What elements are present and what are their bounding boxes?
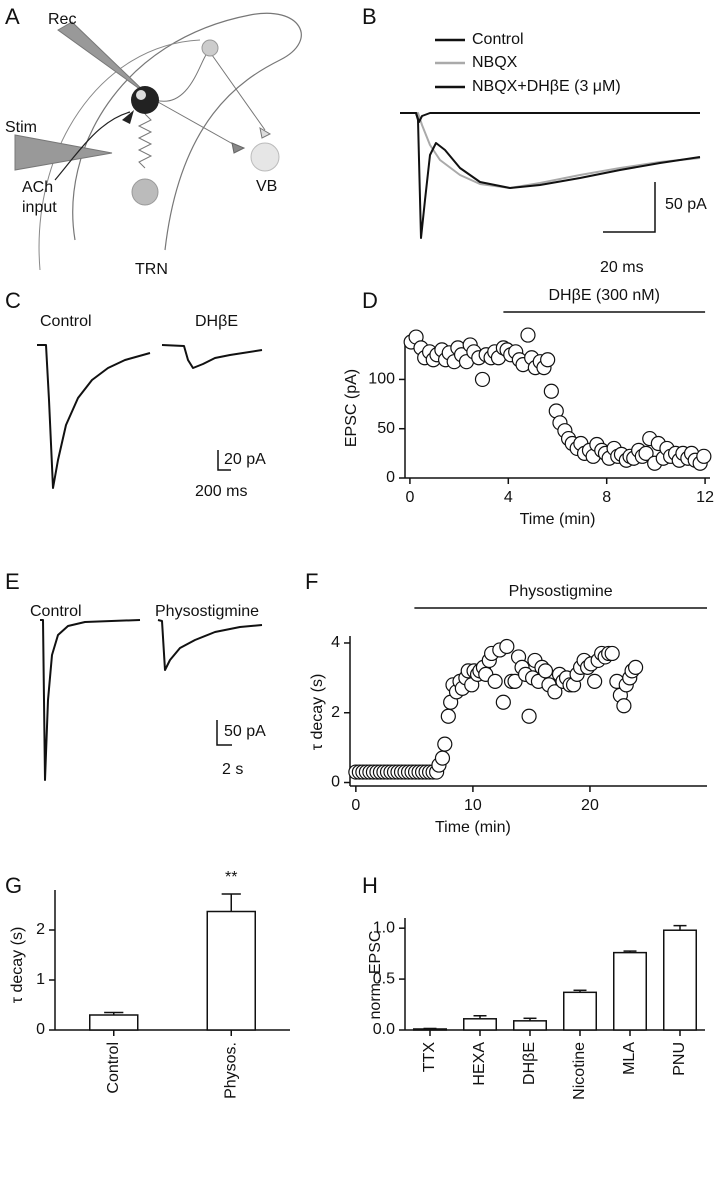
bar (89, 1014, 139, 1031)
trace-label: Physostigmine (155, 603, 259, 620)
panel-letter: H (362, 873, 378, 898)
y-tick-label: 4 (331, 634, 340, 651)
point (474, 371, 491, 388)
trace-label: DHβE (195, 313, 238, 330)
legend-label: NBQX (472, 54, 518, 71)
x-tick-label: DHβE (521, 1042, 538, 1085)
trace-label: Control (30, 603, 82, 620)
trace-label: Control (40, 313, 92, 330)
point (627, 659, 644, 675)
panel-letter: A (5, 4, 20, 29)
label: TRN (135, 261, 168, 278)
x-tick-label: 0 (351, 797, 360, 814)
point (495, 694, 511, 710)
x-tick-label: TTX (421, 1042, 438, 1073)
point (487, 673, 503, 689)
label: Stim (5, 119, 37, 136)
point (604, 645, 620, 662)
point (507, 673, 523, 689)
panel-letter: C (5, 288, 21, 313)
diagram: A Rec Stim ACh input VB TRN (5, 4, 302, 278)
scale-label: 50 pA (665, 196, 707, 213)
bar (206, 910, 256, 1031)
panel-letter: E (5, 569, 20, 594)
y-tick-label: 0.5 (373, 970, 395, 987)
point (638, 445, 654, 461)
bar (413, 1028, 447, 1031)
y-tick-label: 2 (331, 704, 340, 721)
x-tick-label: HEXA (471, 1042, 488, 1086)
y-axis-label: τ decay (s) (9, 927, 26, 1004)
significance: ** (225, 869, 237, 886)
point (543, 383, 559, 399)
y-axis-label: τ decay (s) (309, 674, 326, 751)
x-tick-label: Nicotine (571, 1042, 588, 1100)
scale-label: 20 pA (224, 451, 266, 468)
label: input (22, 199, 57, 216)
y-axis-label: EPSC (pA) (343, 369, 360, 447)
x-tick-label: 20 (581, 797, 599, 814)
trace-panel: B Control NBQX NBQX+DHβE (3 μM) 50 pA 20… (362, 4, 707, 276)
panel-letter: F (305, 569, 318, 594)
trace-panel: E Control Physostigmine 50 pA 2 s (5, 569, 266, 781)
bar (513, 1020, 547, 1031)
scale-label: 50 pA (224, 723, 266, 740)
y-tick-label: 1.0 (373, 919, 395, 936)
x-tick-label: PNU (671, 1042, 688, 1076)
x-axis-label: Time (min) (520, 511, 596, 528)
annotation: Physostigmine (509, 583, 613, 600)
point (537, 663, 554, 679)
point (540, 352, 556, 368)
point (440, 708, 456, 724)
bar (563, 991, 597, 1031)
label: ACh (22, 179, 53, 196)
y-tick-label: 0 (36, 1021, 45, 1038)
panel-letter: G (5, 873, 22, 898)
panel-letter: D (362, 288, 378, 313)
label: Rec (48, 11, 76, 28)
y-tick-label: 2 (36, 921, 45, 938)
point (437, 736, 453, 752)
point (499, 638, 515, 655)
x-tick-label: 4 (504, 489, 513, 506)
bar (463, 1018, 497, 1031)
annotation: DHβE (300 nM) (549, 287, 660, 304)
scale-label: 2 s (222, 761, 243, 778)
bar (663, 929, 697, 1031)
y-tick-label: 0.0 (373, 1021, 395, 1038)
panel-letter: B (362, 4, 377, 29)
point (521, 708, 537, 724)
scale-label: 200 ms (195, 483, 247, 500)
legend-label: NBQX+DHβE (3 μM) (472, 78, 621, 95)
y-tick-label: 0 (386, 469, 395, 486)
x-tick-label: MLA (621, 1042, 638, 1075)
x-tick-label: 12 (696, 489, 714, 506)
point (616, 698, 632, 714)
point (520, 327, 536, 343)
point (434, 750, 451, 766)
y-tick-label: 50 (377, 420, 395, 437)
legend-label: Control (472, 31, 524, 48)
x-tick-label: Physos. (222, 1042, 239, 1099)
y-axis-label: norm. EPSC (367, 931, 384, 1020)
scale-label: 20 ms (600, 259, 644, 276)
x-tick-label: 0 (405, 489, 414, 506)
x-axis-label: Time (min) (435, 819, 511, 836)
trace-panel: C Control DHβE 20 pA 200 ms (5, 288, 266, 500)
label: VB (256, 178, 277, 195)
x-tick-label: Control (105, 1042, 122, 1094)
point (587, 673, 603, 689)
point (547, 684, 563, 700)
y-tick-label: 1 (36, 971, 45, 988)
point (696, 448, 712, 464)
y-tick-label: 100 (368, 371, 395, 388)
bar (613, 951, 647, 1031)
x-tick-label: 10 (464, 797, 482, 814)
y-tick-label: 0 (331, 774, 340, 791)
x-tick-label: 8 (602, 489, 611, 506)
